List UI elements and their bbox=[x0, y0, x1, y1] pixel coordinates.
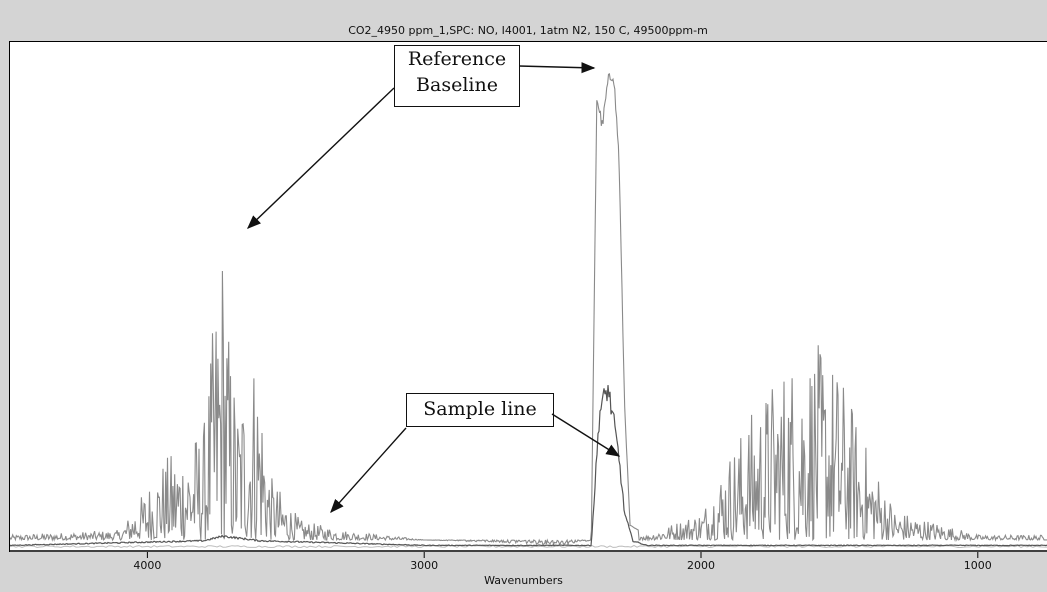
baseline-label: Baseline bbox=[416, 74, 498, 96]
sample-line-label: Sample line bbox=[423, 398, 537, 420]
plot-area[interactable] bbox=[9, 42, 1047, 552]
x-tick-label: 3000 bbox=[410, 559, 438, 572]
x-tick-label: 1000 bbox=[964, 559, 992, 572]
reference-trace bbox=[10, 73, 1047, 547]
x-tick-label: 2000 bbox=[687, 559, 715, 572]
x-axis: 4000 3000 2000 1000 bbox=[133, 552, 992, 572]
reference-baseline-callout: Reference Baseline bbox=[394, 45, 520, 107]
x-axis-label: Wavenumbers bbox=[484, 574, 563, 587]
window-left-edge bbox=[0, 21, 9, 592]
sample-line-callout: Sample line bbox=[406, 393, 554, 427]
spectrum-chart bbox=[10, 73, 1047, 552]
x-tick-label: 4000 bbox=[133, 559, 161, 572]
chart-title: CO2_4950 ppm_1,SPC: NO, I4001, 1atm N2, … bbox=[348, 24, 708, 37]
sample-trace bbox=[10, 385, 1047, 547]
chart-title-bar: CO2_4950 ppm_1,SPC: NO, I4001, 1atm N2, … bbox=[9, 21, 1047, 42]
baseline-trace bbox=[10, 544, 1047, 549]
reference-label: Reference bbox=[407, 48, 507, 70]
